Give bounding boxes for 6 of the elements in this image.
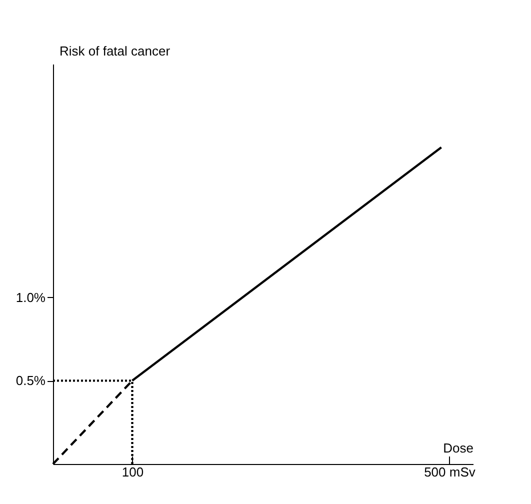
y-tick-label: 1.0% bbox=[16, 290, 46, 305]
x-tick-label: 100 bbox=[122, 464, 144, 480]
y-tick-label: 0.5% bbox=[16, 373, 46, 388]
x-axis-title: Dose bbox=[443, 440, 474, 456]
y-axis-title: Risk of fatal cancer bbox=[60, 44, 171, 58]
x-tick-label: 500 mSv bbox=[424, 464, 476, 480]
